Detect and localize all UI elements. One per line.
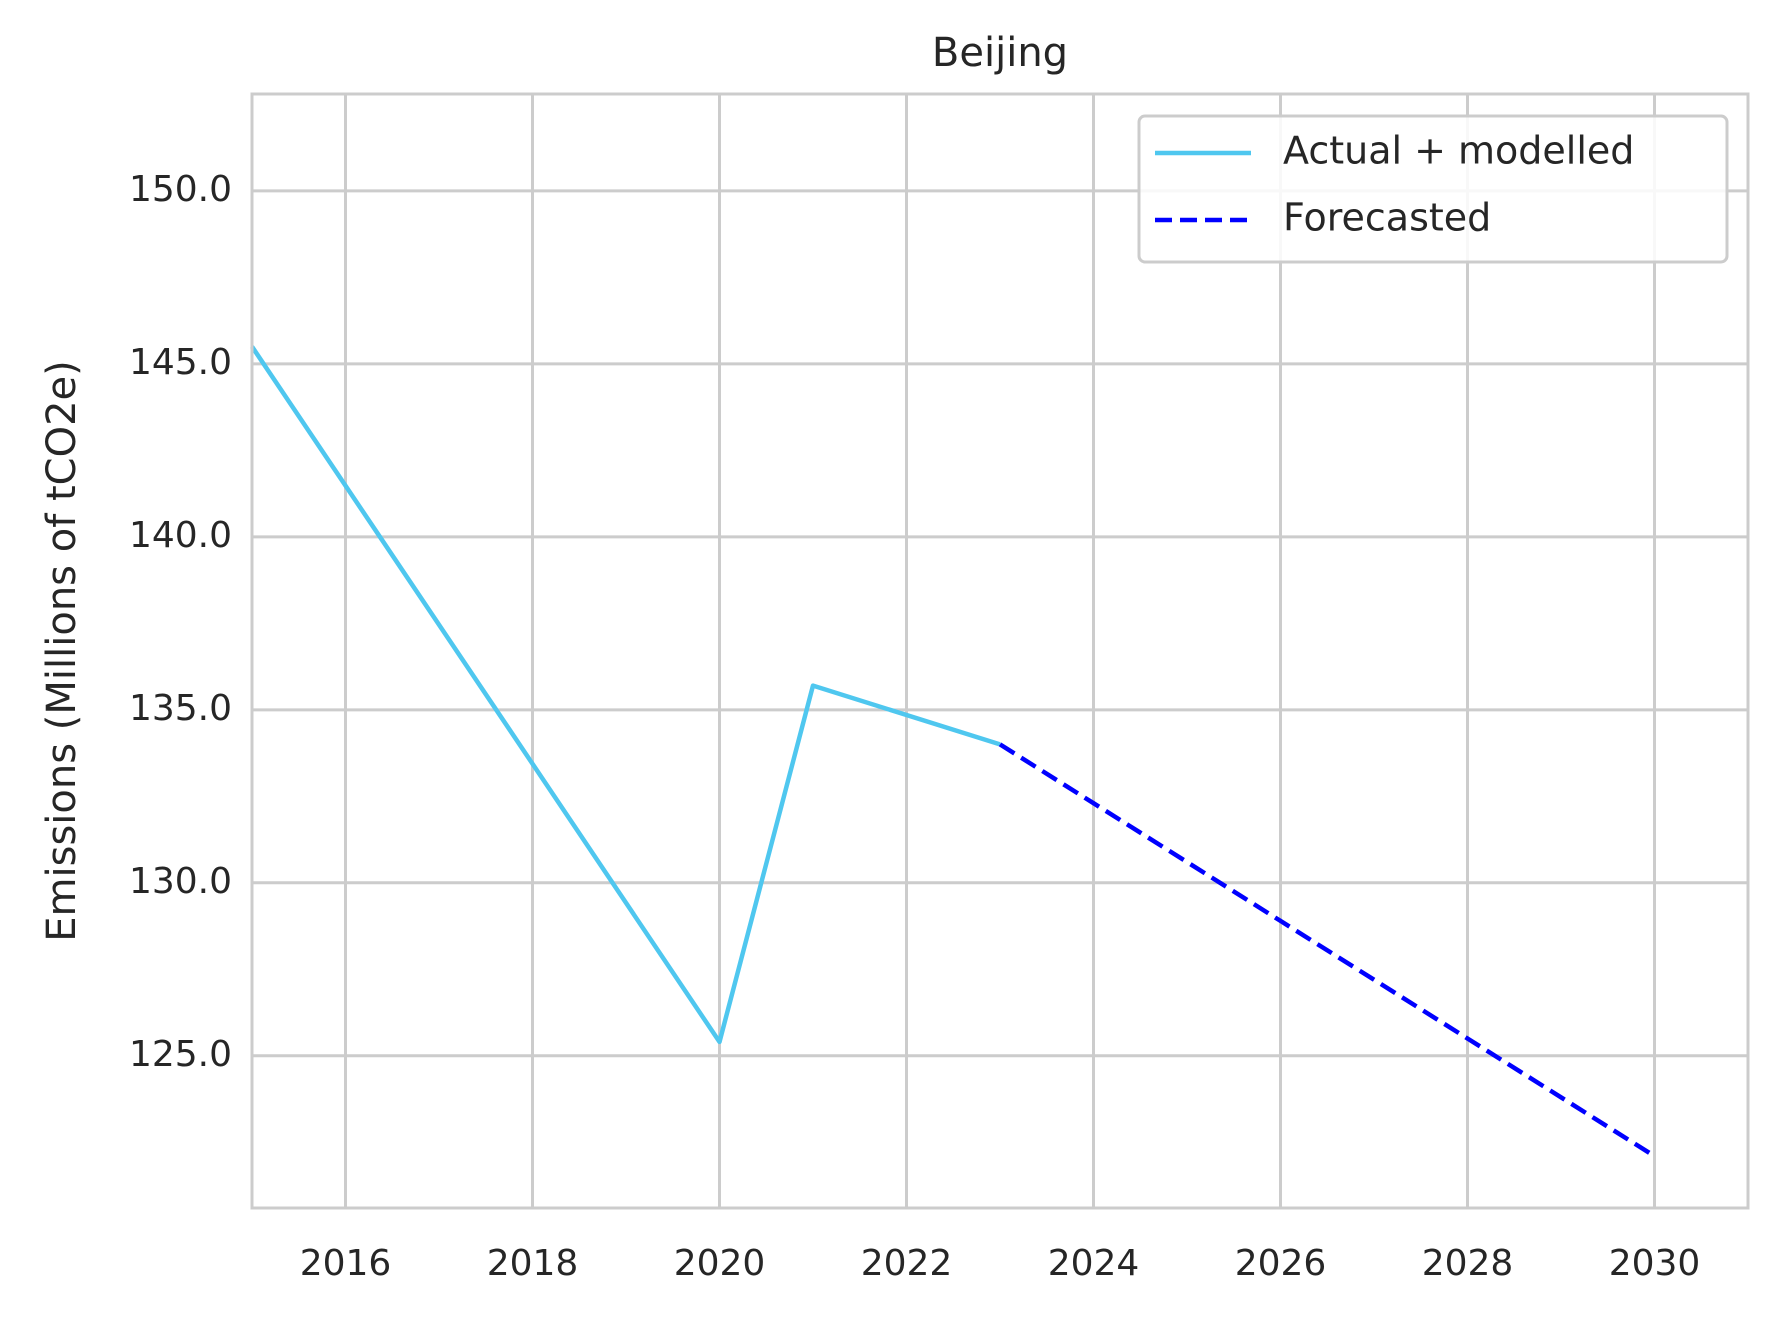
legend-label: Forecasted xyxy=(1283,196,1491,240)
x-tick-label: 2022 xyxy=(861,1243,953,1284)
series-line xyxy=(998,742,1656,1159)
x-tick-label: 2028 xyxy=(1422,1243,1514,1284)
y-tick-label: 150.0 xyxy=(129,169,232,210)
x-tick-label: 2024 xyxy=(1048,1243,1140,1284)
legend-box xyxy=(1137,114,1729,264)
x-tick-label: 2030 xyxy=(1609,1243,1701,1284)
y-tick-label: 130.0 xyxy=(129,861,232,902)
tick-labels: 2016 2018 2020 2022 2024 2026 2028 2030 125.0 130… xyxy=(129,169,1700,1284)
series-line xyxy=(250,345,1001,1045)
legend-label: Actual + modelled xyxy=(1283,129,1634,173)
y-tick-label: 140.0 xyxy=(129,515,232,556)
x-tick-label: 2016 xyxy=(300,1243,392,1284)
x-tick-label: 2026 xyxy=(1235,1243,1327,1284)
y-tick-label: 135.0 xyxy=(129,688,232,729)
y-axis-label: Emissions (Millions of tCO2e) xyxy=(39,360,85,942)
y-tick-label: 145.0 xyxy=(129,342,232,383)
plot-frame xyxy=(250,92,1750,1210)
legend: Actual + modelled Forecasted xyxy=(1137,114,1729,264)
series-lines xyxy=(250,345,1656,1159)
x-tick-label: 2018 xyxy=(487,1243,579,1284)
chart-title: Beijing xyxy=(932,30,1068,76)
y-tick-label: 125.0 xyxy=(129,1034,232,1075)
x-tick-label: 2020 xyxy=(674,1243,766,1284)
